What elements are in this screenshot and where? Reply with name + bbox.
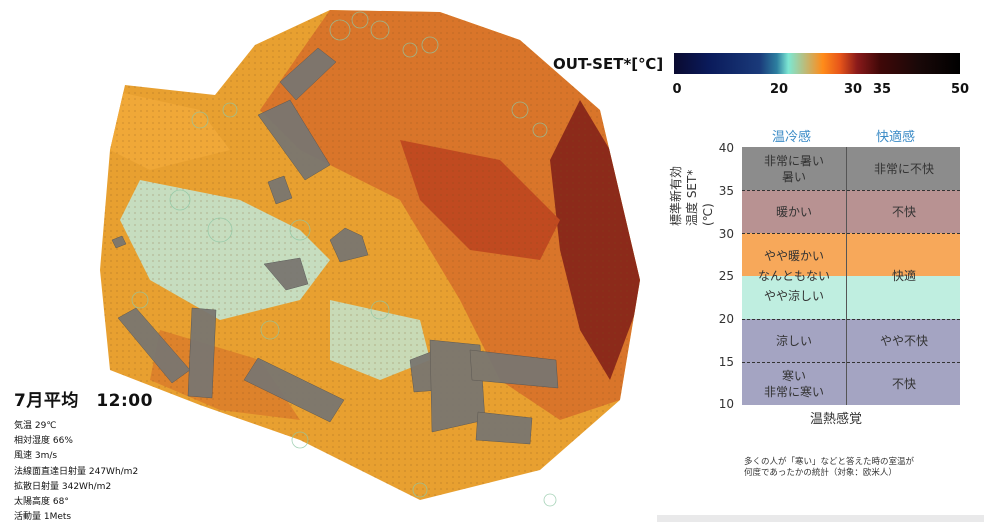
footnote: 多くの人が「寒い」などと答えた時の室温が 何度であったかの統計（対象：欧米人） xyxy=(744,457,915,478)
condition-line: 相対湿度 66% xyxy=(14,436,73,447)
condition-line: 太陽高度 68° xyxy=(14,497,69,508)
colorbar-tick: 0 xyxy=(672,82,682,97)
condition-line: 気温 29℃ xyxy=(14,421,57,431)
colorbar-tick: 35 xyxy=(872,82,892,97)
x-axis-label: 温熱感覚 xyxy=(810,412,863,427)
band-cold: 寒い 非常に寒い 不快 xyxy=(742,362,960,405)
band-neutral: やや暖かい なんともない やや涼しい 快適 xyxy=(742,233,960,319)
separator xyxy=(742,276,960,277)
condition-line: 活動量 1Mets xyxy=(14,512,72,523)
band-comfort: 非常に不快 xyxy=(846,147,961,190)
band-sensation: 涼しい xyxy=(775,333,812,348)
condition-line: 法線面直達日射量 247Wh/m2 xyxy=(14,466,139,477)
thermal-map xyxy=(100,10,640,507)
header-sensation: 温冷感 xyxy=(772,130,812,145)
separator xyxy=(742,319,960,320)
bottom-strip xyxy=(657,515,984,522)
separator xyxy=(742,233,960,234)
band-cool: 涼しい やや不快 xyxy=(742,319,960,362)
y-axis-label: 標準新有効温度 SET*(℃) xyxy=(669,165,715,226)
band-warm: 暖かい 不快 xyxy=(742,190,960,233)
y-tick: 30 xyxy=(718,227,734,241)
y-tick: 15 xyxy=(718,355,734,369)
band-sensation: やや暖かい なんともない やや涼しい xyxy=(757,249,830,303)
separator xyxy=(742,362,960,363)
colorbar-tick: 50 xyxy=(950,82,970,97)
y-tick: 40 xyxy=(718,141,734,155)
band-comfort: 不快 xyxy=(846,190,961,233)
band-sensation: 非常に暑い 暑い xyxy=(763,153,824,184)
band-sensation: 暖かい xyxy=(775,204,812,219)
condition-title: 7月平均 12:00 xyxy=(14,391,153,411)
band-very-hot: 非常に暑い 暑い 非常に不快 xyxy=(742,147,960,190)
band-sensation: 寒い 非常に寒い xyxy=(763,368,824,399)
comfort-scale-table: 非常に暑い 暑い 非常に不快 暖かい 不快 やや暖かい なんともない やや涼しい… xyxy=(742,147,960,405)
y-tick: 25 xyxy=(718,269,734,283)
separator xyxy=(742,190,960,191)
condition-line: 風速 3m/s xyxy=(14,451,58,462)
y-tick: 10 xyxy=(718,397,734,411)
colorbar-title: OUT-SET*[℃] xyxy=(553,55,664,73)
colorbar-tick: 30 xyxy=(843,82,863,97)
band-comfort: 快適 xyxy=(846,233,961,319)
band-comfort: やや不快 xyxy=(846,319,961,362)
colorbar-tick: 20 xyxy=(769,82,789,97)
y-tick: 20 xyxy=(718,312,734,326)
y-tick: 35 xyxy=(718,184,734,198)
condition-line: 拡散日射量 342Wh/m2 xyxy=(14,481,112,492)
band-comfort: 不快 xyxy=(846,362,961,405)
condition-list: 気温 29℃ 相対湿度 66% 風速 3m/s 法線面直達日射量 247Wh/m… xyxy=(14,419,138,525)
header-comfort: 快適感 xyxy=(876,130,916,145)
colorbar xyxy=(674,53,960,74)
